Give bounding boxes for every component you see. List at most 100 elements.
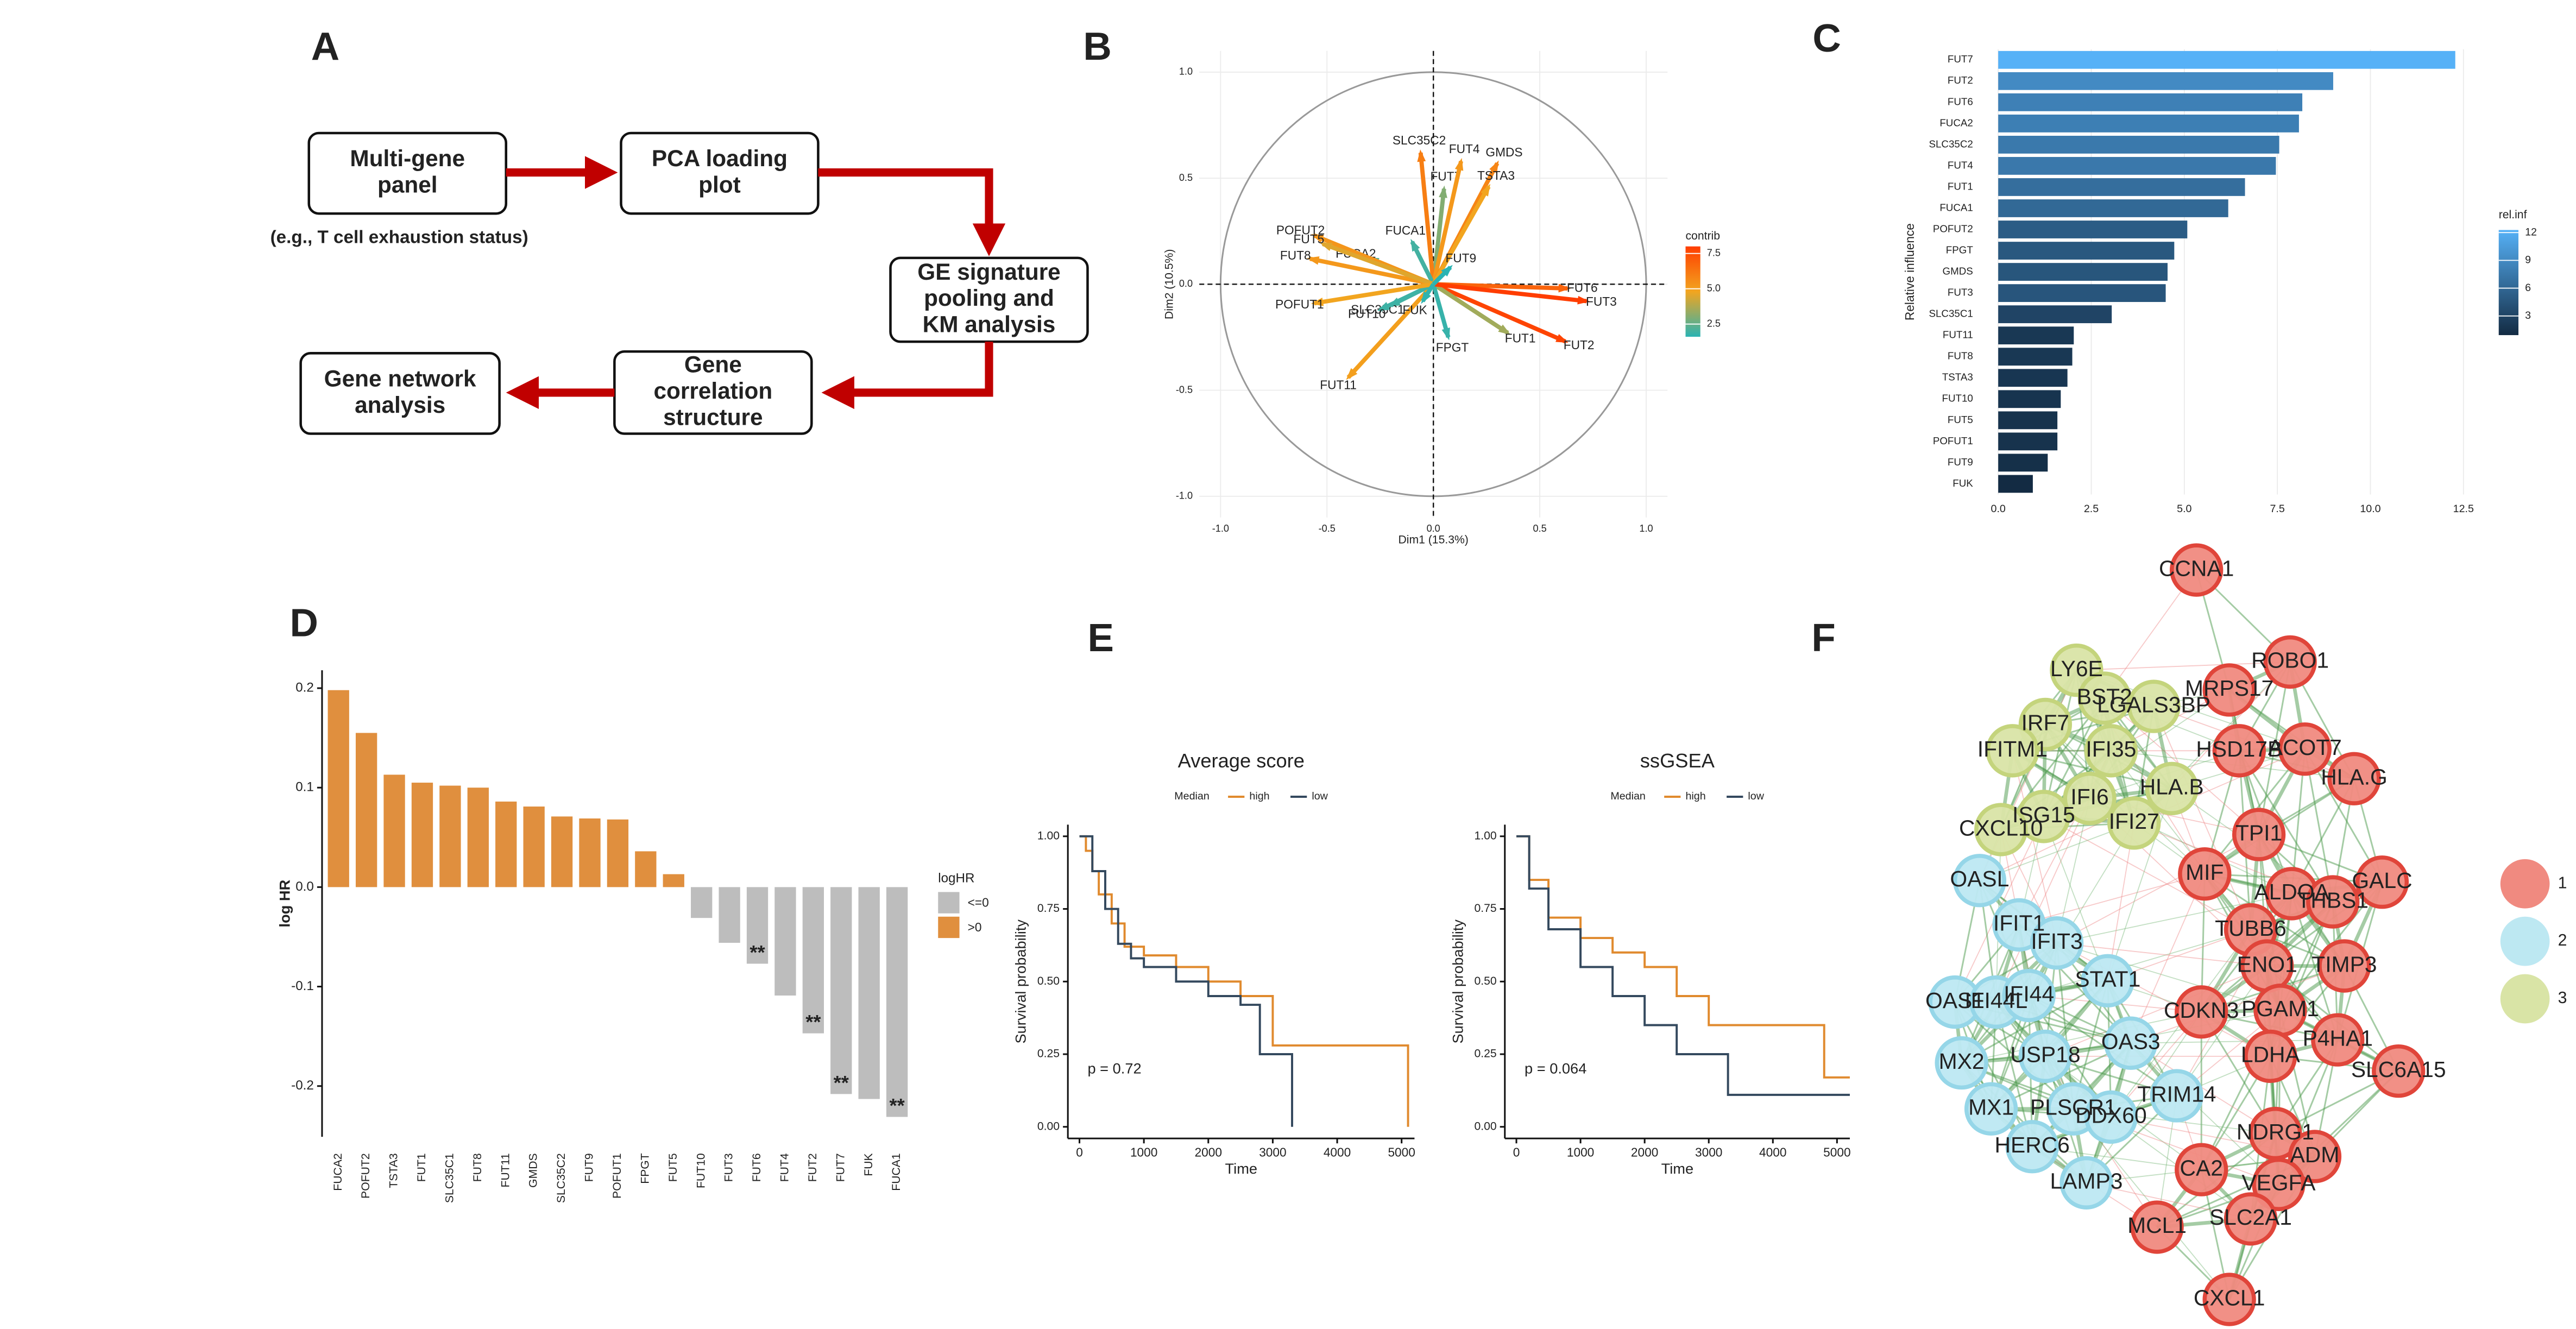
legend-label: 2: [2558, 931, 2567, 949]
bar: [1998, 72, 2333, 90]
node-label: IFI6: [2070, 784, 2108, 809]
node-label: IFI44L: [1964, 988, 2027, 1013]
network-node: [2145, 761, 2199, 816]
legend-swatch: [2500, 974, 2550, 1024]
panel-label: B: [1083, 24, 1111, 68]
y-tick-label: 0.00: [1037, 1120, 1060, 1132]
y-tick-label: 1.00: [1474, 829, 1496, 842]
node-label: ALDOA: [2254, 879, 2329, 904]
y-tick-label: SLC35C1: [1929, 308, 1973, 319]
y-tick-label: -1.0: [1176, 490, 1193, 501]
x-tick-label: 1.0: [1639, 523, 1653, 534]
node-label: GALC: [2352, 868, 2412, 893]
node-label: ROBO1: [2251, 648, 2329, 673]
edge: [2043, 816, 2251, 930]
p-value: p = 0.064: [1525, 1060, 1586, 1076]
network-node: [2317, 939, 2371, 993]
node-label: P4HA1: [2303, 1025, 2373, 1050]
survival-curve: [1079, 835, 1293, 1127]
edge: [2019, 873, 2205, 925]
flow-label: GE signature: [917, 259, 1060, 285]
x-tick-label: 0.0: [1427, 523, 1440, 534]
x-tick-label: GMDS: [527, 1153, 540, 1187]
network-node: [2202, 1273, 2256, 1326]
y-tick-label: FUT10: [1942, 393, 1973, 404]
x-tick-label: FUCA1: [890, 1153, 903, 1191]
network-node: [2278, 722, 2332, 776]
y-tick-label: FUT1: [1948, 180, 1973, 192]
node-label: TUBB6: [2215, 916, 2287, 941]
edge: [2131, 1039, 2338, 1044]
x-tick-label: SLC35C1: [443, 1153, 456, 1203]
y-tick-label: FUK: [1953, 477, 1973, 489]
colorbar-label: 6: [2525, 282, 2531, 294]
edge: [2111, 750, 2251, 930]
network-node: [2084, 1090, 2138, 1144]
bar: [1998, 199, 2228, 217]
network-node: [1964, 1082, 2018, 1136]
bar: [1998, 51, 2455, 69]
legend-label: 1: [2558, 874, 2567, 892]
arrow-head: [1421, 291, 1431, 304]
x-axis-label: Time: [1661, 1160, 1693, 1177]
node-label: CA2: [2180, 1155, 2223, 1180]
node-label: SLC2A1: [2209, 1205, 2292, 1230]
legend-label: high: [1685, 790, 1705, 802]
x-tick-label: FUT6: [751, 1153, 763, 1182]
loading-label: FUT5: [1294, 232, 1325, 246]
node-label: VEGFA: [2241, 1170, 2316, 1195]
network-node: [1986, 724, 2039, 778]
y-axis-label: Survival probability: [1449, 919, 1466, 1044]
loading-label: FPGT: [1436, 340, 1469, 354]
network-node: [1935, 1036, 1988, 1090]
edge: [2012, 751, 2057, 943]
network-node: [2175, 985, 2228, 1039]
bar: [607, 819, 629, 887]
x-tick-label: 2000: [1631, 1145, 1658, 1159]
loading-arrow: [1431, 284, 1451, 338]
loading-arrow: [1314, 282, 1434, 306]
survival-curve: [1516, 835, 1850, 1096]
y-tick-label: 0.00: [1474, 1120, 1496, 1132]
x-tick-label: FPGT: [639, 1153, 651, 1183]
edge: [2107, 788, 2172, 981]
bar: [1998, 263, 2168, 281]
y-tick-label: TSTA3: [1942, 371, 1973, 383]
node-label: MX1: [1968, 1094, 2014, 1119]
loading-arrow: [1432, 282, 1566, 344]
arrow-head: [1555, 333, 1569, 343]
node-label: NDRG1: [2237, 1119, 2314, 1144]
bar: [1998, 432, 2058, 451]
arrow-head: [1558, 284, 1571, 293]
network-node: [2202, 663, 2256, 717]
edge: [2238, 750, 2334, 903]
node-label: IFI27: [2109, 809, 2159, 834]
x-tick-label: 1000: [1567, 1145, 1594, 1159]
edge: [1979, 822, 2134, 881]
arrow-head: [1311, 234, 1324, 243]
x-tick-label: FUK: [862, 1153, 875, 1176]
node-label: PGAM1: [2241, 996, 2319, 1021]
x-tick-label: 4000: [1759, 1145, 1786, 1159]
flow-label: Gene: [684, 352, 742, 377]
flow-note: (e.g., T cell exhaustion status): [270, 227, 528, 247]
y-tick-label: FUT9: [1948, 456, 1973, 468]
loading-arrow: [1379, 282, 1434, 312]
y-tick-label: 0.25: [1037, 1048, 1060, 1060]
y-tick-label: -0.2: [291, 1078, 314, 1093]
legend-title: rel.inf: [2499, 209, 2527, 221]
node-label: PLSCR1: [2030, 1094, 2117, 1119]
arrow-head: [1498, 324, 1511, 335]
loading-label: FUT6: [1567, 281, 1598, 295]
arrow-head: [1346, 368, 1358, 380]
x-tick-label: 0: [1513, 1145, 1520, 1159]
y-tick-label: 0.1: [295, 780, 314, 795]
bar: [746, 887, 769, 964]
loading-label: FUT9: [1445, 251, 1476, 265]
bar: [1998, 348, 2073, 366]
survival-curve: [1516, 835, 1850, 1079]
y-tick-label: FUCA1: [1939, 201, 1973, 213]
arrow-head: [1489, 160, 1499, 173]
node-label: TIMP3: [2312, 952, 2377, 977]
x-tick-label: POFUT2: [360, 1153, 372, 1198]
